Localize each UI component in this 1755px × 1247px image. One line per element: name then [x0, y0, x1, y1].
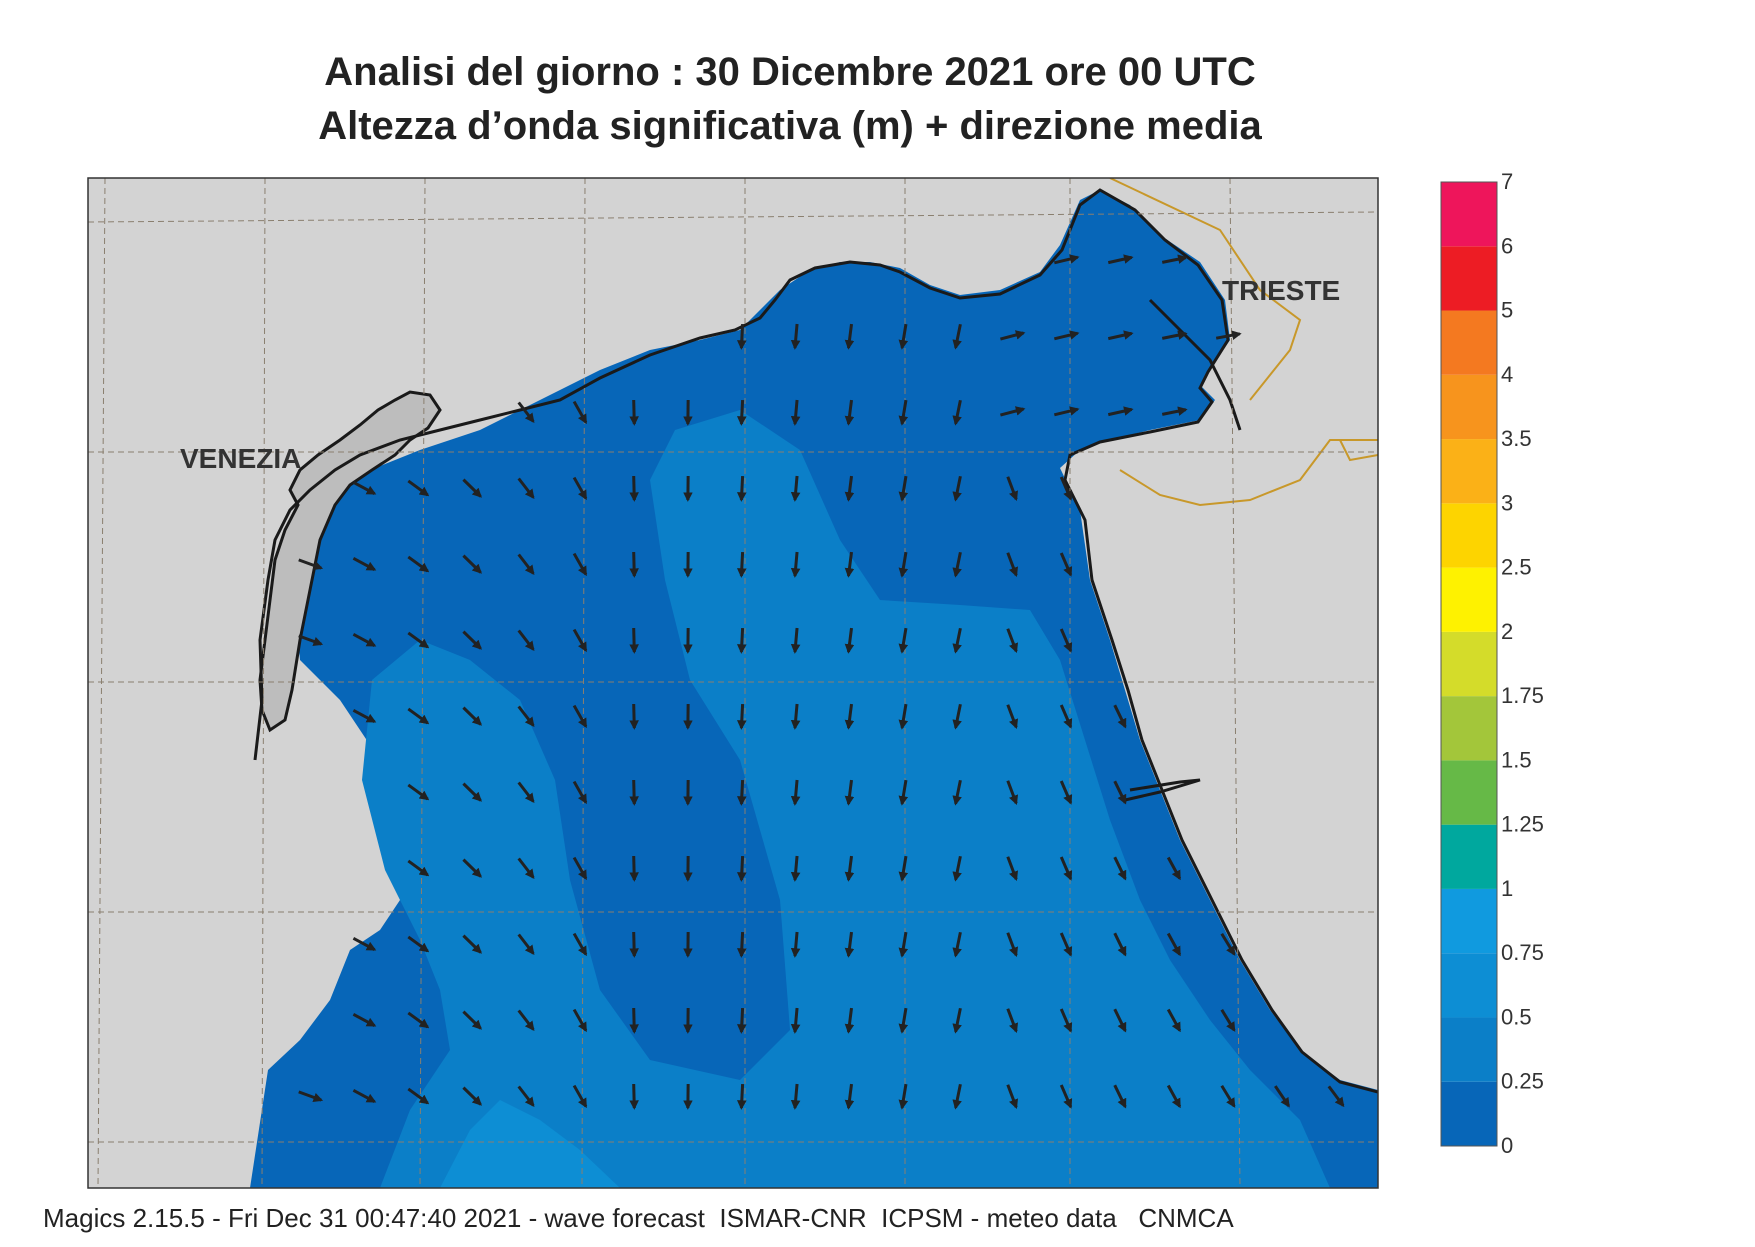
wave-direction-arrow	[795, 932, 797, 956]
wave-direction-arrow	[634, 400, 635, 424]
colorbar-label: 3	[1501, 490, 1513, 515]
footer-credits: Magics 2.15.5 - Fri Dec 31 00:47:40 2021…	[43, 1203, 1234, 1234]
colorbar-swatch	[1441, 953, 1497, 1017]
colorbar-swatch	[1441, 696, 1497, 760]
wave-direction-arrow	[795, 324, 797, 348]
wave-direction-arrow	[795, 552, 797, 576]
colorbar-label: 1	[1501, 876, 1513, 901]
wave-direction-arrow	[634, 476, 635, 500]
colorbar-label: 2.5	[1501, 555, 1532, 580]
wave-direction-arrow	[741, 1084, 742, 1108]
colorbar-swatch	[1441, 825, 1497, 889]
colorbar: 0 0.25 0.5 0.75 1 1.25 1.5 1.75 2 2.5 3 3.5 4 5 6 7	[1441, 169, 1544, 1158]
wave-direction-arrow	[634, 628, 635, 652]
wave-direction-arrow	[741, 932, 742, 956]
city-label-trieste: TRIESTE	[1222, 275, 1340, 306]
colorbar-label: 2	[1501, 619, 1513, 644]
wave-direction-arrow	[634, 932, 635, 956]
colorbar-swatch	[1441, 1082, 1497, 1146]
wave-direction-arrow	[634, 704, 635, 728]
colorbar-label: 1.25	[1501, 812, 1544, 837]
wave-direction-arrow	[795, 780, 797, 804]
colorbar-label: 4	[1501, 362, 1513, 387]
wave-direction-arrow	[795, 628, 797, 652]
colorbar-label: 3.5	[1501, 426, 1532, 451]
wave-direction-arrow	[795, 1084, 797, 1108]
wave-direction-arrow	[634, 552, 635, 576]
colorbar-label: 5	[1501, 298, 1513, 323]
colorbar-label: 0	[1501, 1133, 1513, 1158]
wave-direction-arrow	[741, 628, 742, 652]
wave-direction-arrow	[741, 1008, 742, 1032]
colorbar-swatch	[1441, 311, 1497, 375]
wave-direction-arrow	[795, 704, 797, 728]
colorbar-swatch	[1441, 439, 1497, 503]
city-label-venezia: VENEZIA	[180, 443, 301, 474]
colorbar-swatch	[1441, 632, 1497, 696]
colorbar-swatch	[1441, 503, 1497, 567]
wave-direction-arrow	[634, 1084, 635, 1108]
colorbar-label: 0.25	[1501, 1069, 1544, 1094]
colorbar-swatch	[1441, 889, 1497, 953]
wave-direction-arrow	[741, 400, 742, 424]
colorbar-swatch	[1441, 375, 1497, 439]
colorbar-label: 1.75	[1501, 683, 1544, 708]
wave-direction-arrow	[634, 1008, 635, 1032]
colorbar-label: 1.5	[1501, 747, 1532, 772]
colorbar-swatch	[1441, 182, 1497, 246]
wave-direction-arrow	[741, 552, 742, 576]
wave-direction-arrow	[795, 476, 797, 500]
wave-direction-arrow	[634, 856, 635, 880]
wave-direction-arrow	[741, 780, 742, 804]
wave-direction-arrow	[795, 856, 797, 880]
colorbar-label: 0.75	[1501, 940, 1544, 965]
colorbar-label: 6	[1501, 233, 1513, 258]
wave-direction-arrow	[741, 324, 742, 348]
wave-direction-arrow	[741, 856, 742, 880]
colorbar-label: 0.5	[1501, 1004, 1532, 1029]
colorbar-label: 7	[1501, 169, 1513, 194]
colorbar-swatch	[1441, 760, 1497, 824]
colorbar-swatch	[1441, 568, 1497, 632]
wave-direction-arrow	[795, 1008, 797, 1032]
wave-direction-arrow	[634, 780, 635, 804]
colorbar-swatch	[1441, 1017, 1497, 1081]
colorbar-swatch	[1441, 246, 1497, 310]
wave-direction-arrow	[795, 400, 797, 424]
wave-direction-arrow	[741, 704, 742, 728]
wave-direction-arrow	[741, 476, 742, 500]
